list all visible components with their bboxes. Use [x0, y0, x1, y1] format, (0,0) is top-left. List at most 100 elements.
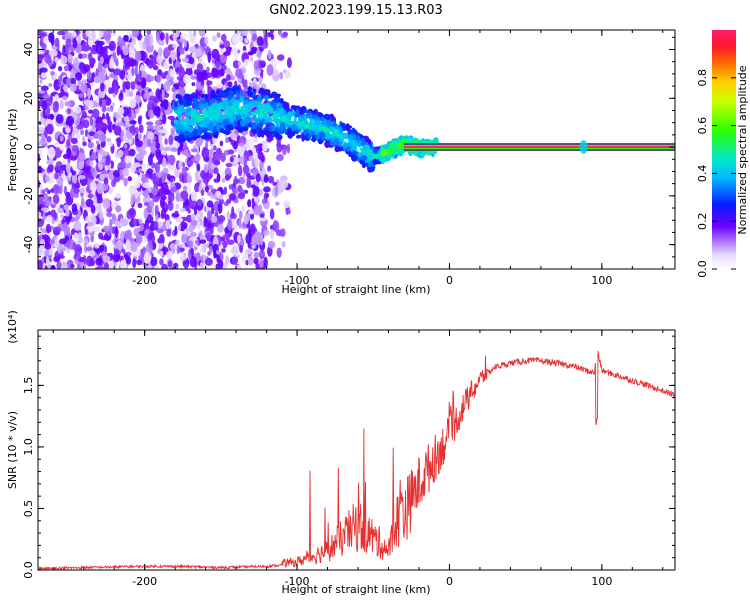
spectrogram-cell: [123, 177, 128, 187]
spectrogram-cell: [100, 30, 105, 34]
spectrogram-cell: [138, 218, 143, 225]
spectrogram-cell: [297, 125, 305, 130]
spectrogram-cell: [229, 156, 234, 163]
y-tick-label: 1.5: [22, 377, 35, 395]
spectrogram-cell: [50, 203, 56, 209]
spectrogram-cell: [174, 225, 178, 236]
spectrogram-cell: [208, 108, 214, 112]
spectrogram-cell: [106, 212, 113, 218]
spectrogram-cell: [203, 216, 207, 228]
spectrogram-cell: [159, 196, 165, 209]
spectrogram-cell: [201, 182, 205, 188]
spectrogram-cell: [264, 94, 270, 101]
spectrogram-cell: [117, 107, 125, 116]
spectrogram-cell: [62, 95, 68, 101]
spectrogram-cell: [112, 169, 121, 178]
spectrogram-cell: [59, 238, 67, 245]
spectrogram-cell: [185, 66, 193, 76]
spectrogram-cell: [283, 128, 288, 133]
spectrogram-plot-area: [38, 30, 675, 269]
spectrogram-cell: [211, 110, 217, 119]
spectrogram-cell: [178, 66, 185, 79]
spectrogram-cell: [71, 203, 78, 213]
spectrogram-cell: [44, 265, 48, 269]
spectrogram-cell: [38, 92, 42, 99]
spectrogram-cell: [129, 48, 136, 58]
spectrogram-cell: [53, 226, 62, 232]
spectrogram-cell: [54, 238, 60, 249]
spectrogram-cell: [226, 126, 234, 131]
spectrogram-cell: [198, 126, 202, 131]
spectrogram-cell: [87, 35, 94, 47]
spectrogram-cell: [175, 239, 180, 247]
spectrogram-cell: [241, 258, 247, 264]
spectrogram-cell: [158, 40, 165, 46]
spectrogram-cell: [174, 101, 178, 108]
spectrogram-cell: [57, 207, 64, 214]
spectrogram-cell: [61, 246, 66, 252]
spectrogram-cell: [200, 100, 208, 104]
spectrogram-cell: [123, 253, 129, 259]
spectrogram-cell: [215, 82, 224, 89]
spectrogram-cell: [243, 155, 247, 168]
spectrogram-cell: [39, 79, 43, 84]
spectrogram-cell: [238, 35, 244, 42]
spectrogram-cell: [66, 138, 71, 148]
spectrogram-cell: [221, 33, 227, 42]
spectrogram-cell: [180, 220, 186, 232]
spectrogram-cell: [219, 54, 227, 64]
spectrogram-cell: [233, 101, 240, 108]
spectrogram-cell: [215, 263, 220, 269]
snr-multiplier-label: (x10⁴): [6, 310, 19, 344]
spectrogram-cell: [269, 30, 275, 34]
spectrogram-cell: [65, 162, 71, 174]
spectrogram-cell: [199, 261, 204, 269]
spectrogram-cell: [242, 173, 246, 178]
spectrogram-cell: [212, 120, 218, 126]
spectrogram-cell: [43, 193, 49, 204]
spectrogram-cell: [237, 142, 245, 147]
spectrogram-cell: [116, 137, 121, 148]
spectrogram-cell: [365, 144, 371, 152]
spectrogram-cell: [237, 234, 241, 244]
spectrogram-cell: [71, 144, 79, 152]
spectrogram-cell: [247, 122, 253, 128]
spectrogram-cell: [358, 135, 365, 139]
snr-series-line: [38, 350, 675, 570]
spectrogram-cell: [79, 261, 84, 267]
spectrogram-cell: [77, 210, 82, 218]
colorbar-tick-label: 0.8: [696, 69, 709, 87]
spectrogram-cell: [178, 118, 183, 126]
spectrogram-cell: [170, 51, 177, 61]
spectrogram-cell: [71, 131, 76, 137]
spectrogram-cell: [218, 118, 224, 124]
spectrogram-cell: [206, 231, 211, 242]
spectrogram-cell: [95, 43, 104, 55]
spectrogram-cell: [108, 87, 113, 95]
spectrogram-cell: [248, 255, 254, 266]
spectrogram-cell: [280, 228, 286, 238]
spectrogram-cell: [311, 110, 318, 114]
spectrogram-cell: [38, 194, 44, 204]
spectrogram-cell: [190, 113, 197, 118]
spectrogram-cell: [54, 172, 59, 180]
spectrogram-cell: [155, 172, 163, 178]
spectrogram-cell: [141, 163, 147, 173]
x-tick-label: -100: [285, 274, 310, 287]
spectrogram-cell: [299, 108, 304, 115]
spectrogram-cell: [38, 126, 45, 134]
spectrogram-cell: [190, 75, 198, 80]
spectrogram-cell: [162, 113, 167, 125]
spectrogram-cell: [134, 177, 141, 189]
spectrogram-cell: [190, 191, 196, 202]
spectrogram-cell: [286, 102, 290, 111]
spectrogram-cell: [249, 56, 254, 62]
spectrogram-cell: [84, 166, 91, 175]
spectrogram-cell: [212, 97, 216, 104]
spectrogram-cell: [146, 214, 154, 224]
spectrogram-cell: [77, 80, 82, 86]
spectrogram-cell: [149, 200, 155, 208]
spectrogram-cell: [220, 123, 225, 129]
spectrogram-cell: [265, 116, 270, 120]
spectrogram-cell: [154, 119, 162, 126]
